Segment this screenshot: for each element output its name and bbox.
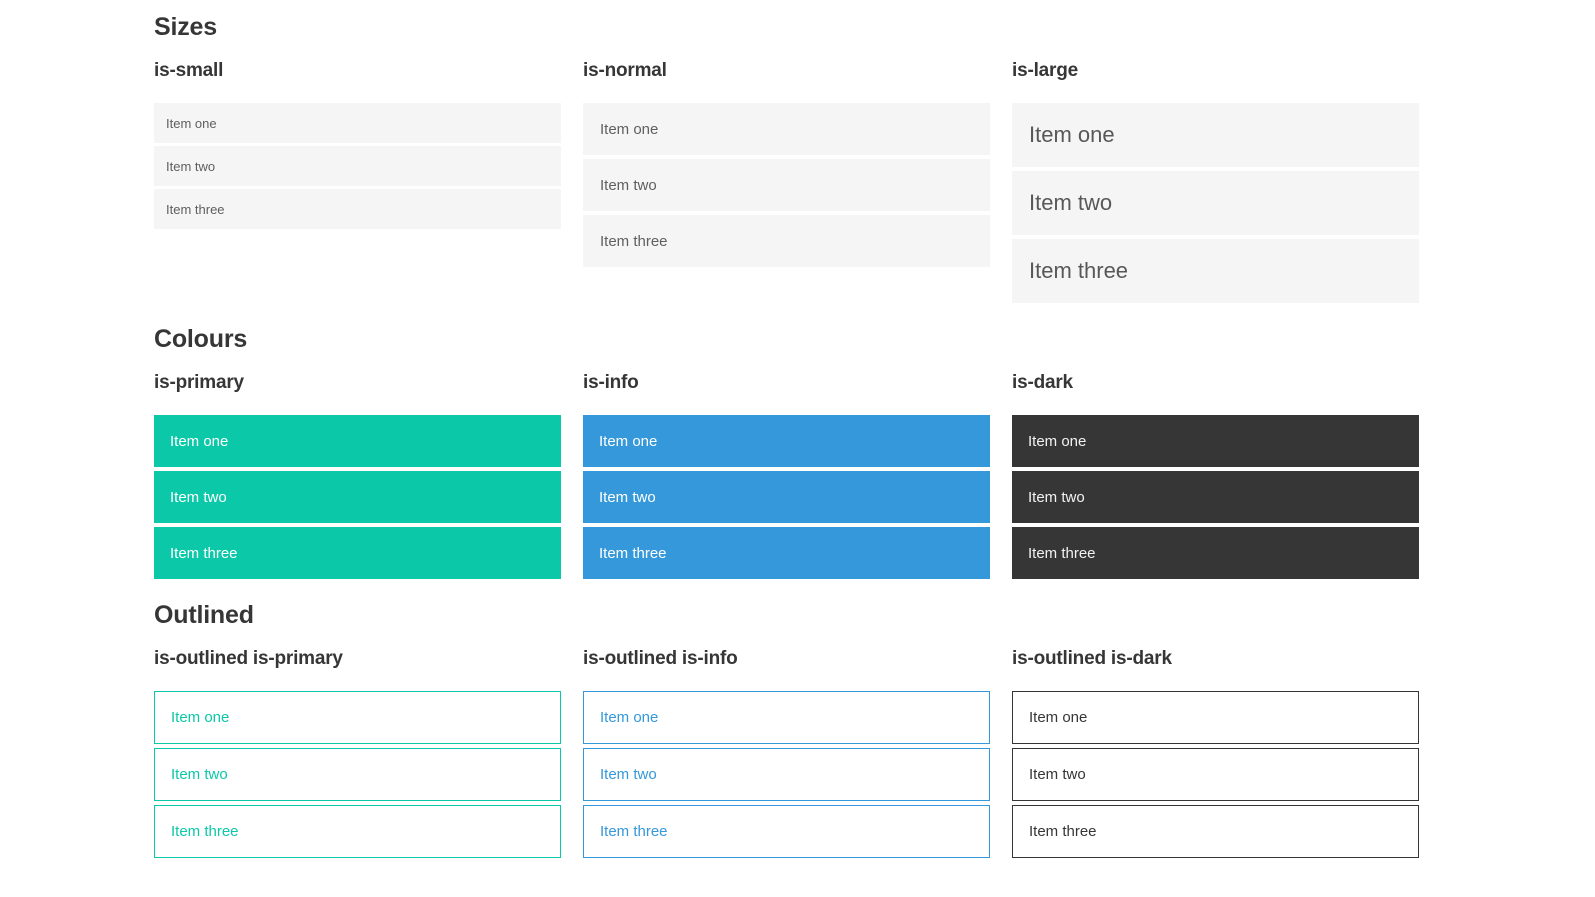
list-item[interactable]: Item three bbox=[154, 527, 561, 579]
group-is-normal: is-normal Item one Item two Item three bbox=[583, 61, 990, 307]
list-item[interactable]: Item one bbox=[154, 691, 561, 744]
colours-columns: is-primary Item one Item two Item three … bbox=[154, 373, 1419, 583]
group-title-is-normal: is-normal bbox=[583, 60, 667, 81]
group-title-is-primary: is-primary bbox=[154, 372, 244, 393]
group-title-outlined-dark: is-outlined is-dark bbox=[1012, 648, 1172, 669]
list-primary: Item one Item two Item three bbox=[154, 415, 561, 579]
list-item[interactable]: Item two bbox=[583, 471, 990, 523]
list-item[interactable]: Item three bbox=[154, 189, 561, 229]
group-is-large: is-large Item one Item two Item three bbox=[1012, 61, 1419, 307]
section-colours: Colours is-primary Item one Item two Ite… bbox=[154, 326, 1419, 583]
list-item[interactable]: Item one bbox=[154, 415, 561, 467]
list-info: Item one Item two Item three bbox=[583, 415, 990, 579]
group-is-primary: is-primary Item one Item two Item three bbox=[154, 373, 561, 583]
group-is-small: is-small Item one Item two Item three bbox=[154, 61, 561, 307]
list-large: Item one Item two Item three bbox=[1012, 103, 1419, 303]
list-item[interactable]: Item two bbox=[583, 748, 990, 801]
group-title-is-dark: is-dark bbox=[1012, 372, 1073, 393]
list-item[interactable]: Item three bbox=[1012, 239, 1419, 303]
group-title-is-small: is-small bbox=[154, 60, 224, 81]
sizes-columns: is-small Item one Item two Item three is… bbox=[154, 61, 1419, 307]
list-item[interactable]: Item one bbox=[1012, 103, 1419, 167]
list-item[interactable]: Item two bbox=[154, 471, 561, 523]
list-item[interactable]: Item three bbox=[1012, 527, 1419, 579]
list-item[interactable]: Item two bbox=[1012, 748, 1419, 801]
group-title-is-info: is-info bbox=[583, 372, 639, 393]
group-outlined-info: is-outlined is-info Item one Item two It… bbox=[583, 649, 990, 862]
list-item[interactable]: Item two bbox=[154, 146, 561, 186]
group-title-is-large: is-large bbox=[1012, 60, 1078, 81]
group-title-outlined-info: is-outlined is-info bbox=[583, 648, 738, 669]
list-item[interactable]: Item three bbox=[583, 527, 990, 579]
list-outlined-info: Item one Item two Item three bbox=[583, 691, 990, 858]
group-outlined-dark: is-outlined is-dark Item one Item two It… bbox=[1012, 649, 1419, 862]
section-title-colours: Colours bbox=[154, 325, 248, 353]
list-item[interactable]: Item two bbox=[154, 748, 561, 801]
list-item[interactable]: Item three bbox=[1012, 805, 1419, 858]
list-outlined-primary: Item one Item two Item three bbox=[154, 691, 561, 858]
list-item[interactable]: Item one bbox=[583, 415, 990, 467]
list-item[interactable]: Item two bbox=[583, 159, 990, 211]
list-item[interactable]: Item one bbox=[583, 691, 990, 744]
list-item[interactable]: Item one bbox=[1012, 691, 1419, 744]
group-title-outlined-primary: is-outlined is-primary bbox=[154, 648, 343, 669]
section-title-outlined: Outlined bbox=[154, 601, 254, 629]
list-item[interactable]: Item three bbox=[583, 805, 990, 858]
group-is-dark: is-dark Item one Item two Item three bbox=[1012, 373, 1419, 583]
list-dark: Item one Item two Item three bbox=[1012, 415, 1419, 579]
group-outlined-primary: is-outlined is-primary Item one Item two… bbox=[154, 649, 561, 862]
section-title-sizes: Sizes bbox=[154, 13, 217, 41]
list-item[interactable]: Item one bbox=[1012, 415, 1419, 467]
list-item[interactable]: Item one bbox=[583, 103, 990, 155]
outlined-columns: is-outlined is-primary Item one Item two… bbox=[154, 649, 1419, 862]
list-item[interactable]: Item two bbox=[1012, 471, 1419, 523]
list-item[interactable]: Item three bbox=[583, 215, 990, 267]
list-normal: Item one Item two Item three bbox=[583, 103, 990, 267]
section-sizes: Sizes is-small Item one Item two Item th… bbox=[154, 14, 1419, 307]
group-is-info: is-info Item one Item two Item three bbox=[583, 373, 990, 583]
list-outlined-dark: Item one Item two Item three bbox=[1012, 691, 1419, 858]
list-item[interactable]: Item two bbox=[1012, 171, 1419, 235]
section-outlined: Outlined is-outlined is-primary Item one… bbox=[154, 602, 1419, 862]
list-item[interactable]: Item three bbox=[154, 805, 561, 858]
list-small: Item one Item two Item three bbox=[154, 103, 561, 229]
list-item[interactable]: Item one bbox=[154, 103, 561, 143]
